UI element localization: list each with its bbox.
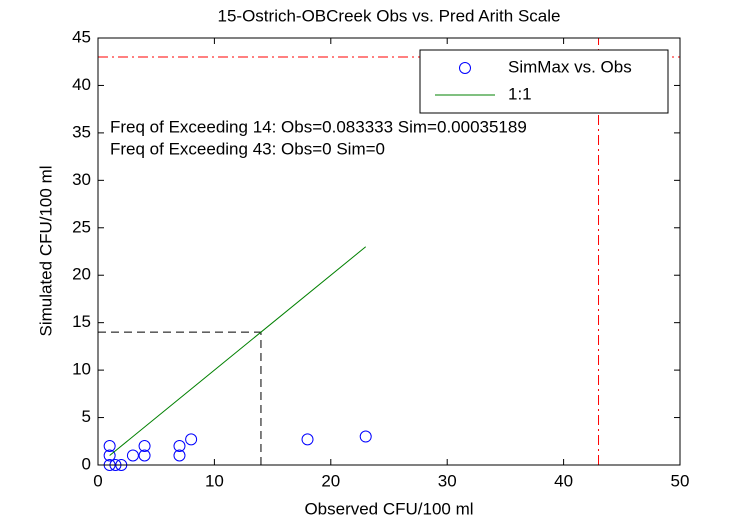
data-point — [185, 433, 198, 446]
axes-box — [97, 37, 681, 466]
y-tick-label: 15 — [72, 312, 91, 331]
data-point — [138, 449, 151, 462]
legend-marker — [459, 62, 471, 74]
annotation: Freq of Exceeding 14: Obs=0.083333 Sim=0… — [110, 117, 527, 136]
y-tick-label: 35 — [72, 122, 91, 141]
y-tick-label: 30 — [72, 170, 91, 189]
x-tick-label: 40 — [554, 471, 573, 490]
legend-label: 1:1 — [508, 84, 532, 103]
x-axis-label: Observed CFU/100 ml — [304, 499, 473, 518]
y-tick-label: 10 — [72, 360, 91, 379]
data-point — [138, 440, 151, 453]
legend-label: SimMax vs. Obs — [508, 57, 632, 76]
y-tick-label: 20 — [72, 265, 91, 284]
data-point — [173, 440, 186, 453]
x-tick-label: 50 — [671, 471, 690, 490]
data-point — [103, 440, 116, 453]
x-tick-label: 20 — [321, 471, 340, 490]
y-tick-label: 25 — [72, 217, 91, 236]
y-axis-label: Simulated CFU/100 ml — [36, 165, 55, 336]
data-point — [301, 433, 314, 446]
x-tick-label: 30 — [438, 471, 457, 490]
x-tick-label: 10 — [205, 471, 224, 490]
chart-title: 15-Ostrich-OBCreek Obs vs. Pred Arith Sc… — [218, 6, 561, 25]
data-point — [126, 449, 139, 462]
y-tick-label: 40 — [72, 75, 91, 94]
legend-box — [419, 49, 669, 114]
data-point — [173, 449, 186, 462]
y-tick-label: 45 — [72, 27, 91, 46]
data-point — [359, 430, 372, 443]
x-tick-label: 0 — [93, 471, 102, 490]
annotation: Freq of Exceeding 43: Obs=0 Sim=0 — [110, 139, 385, 158]
data-point — [103, 449, 116, 462]
y-tick-label: 5 — [82, 407, 91, 426]
data-line — [109, 246, 367, 456]
y-tick-label: 0 — [82, 454, 91, 473]
